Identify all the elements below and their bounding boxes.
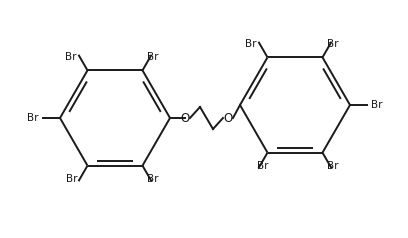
Text: Br: Br [66, 174, 77, 184]
Text: Br: Br [147, 52, 159, 62]
Text: Br: Br [66, 52, 77, 62]
Text: Br: Br [246, 39, 257, 49]
Text: Br: Br [27, 113, 39, 123]
Text: O: O [223, 111, 233, 124]
Text: Br: Br [327, 39, 339, 49]
Text: Br: Br [257, 161, 268, 171]
Text: Br: Br [147, 174, 159, 184]
Text: Br: Br [371, 100, 383, 110]
Text: Br: Br [327, 161, 339, 171]
Text: O: O [180, 111, 190, 124]
